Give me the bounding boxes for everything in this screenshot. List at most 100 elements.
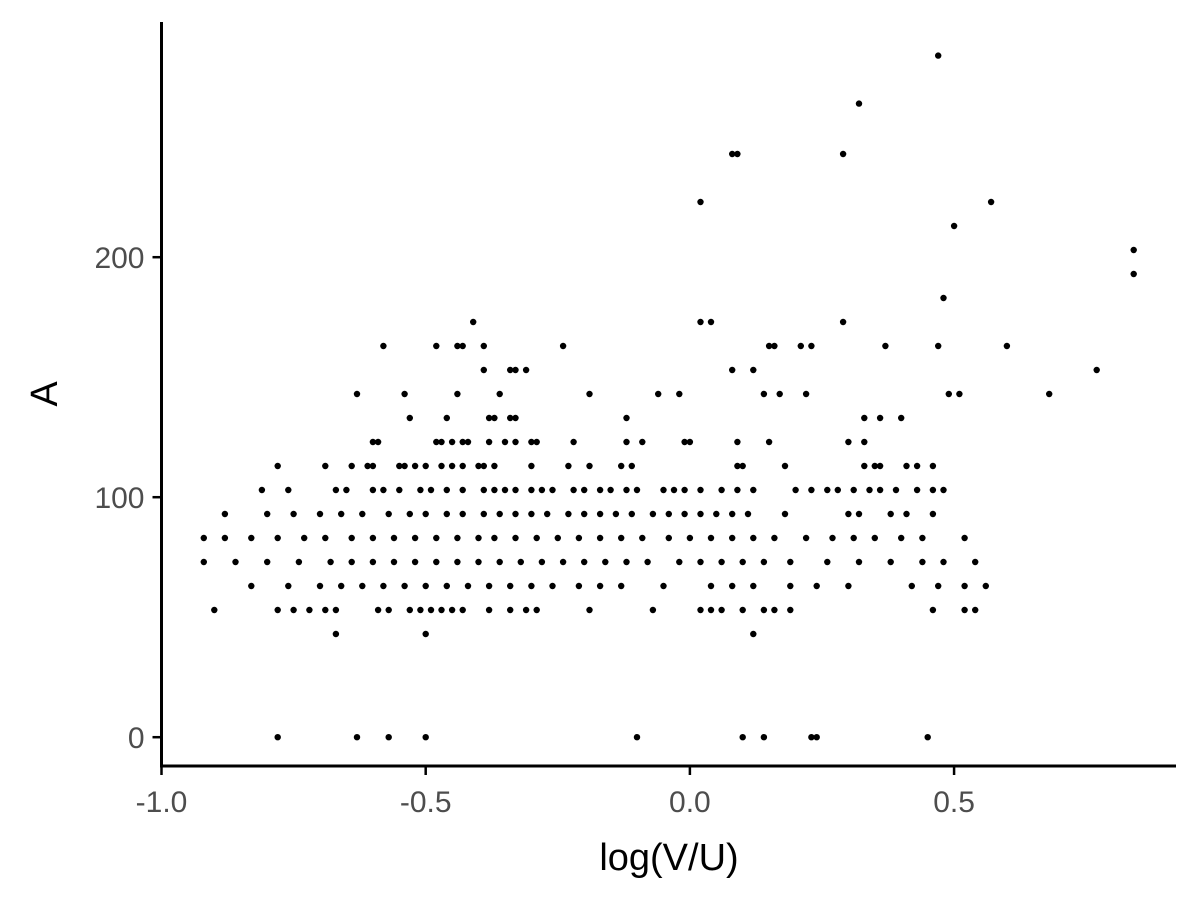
data-point [697,510,704,518]
data-point [380,582,387,590]
data-point [596,534,604,542]
data-point [406,606,413,614]
data-point [586,462,593,470]
data-point [427,606,435,614]
data-point [581,510,588,518]
data-point [824,486,831,494]
data-point [940,486,947,494]
data-point [972,558,979,566]
data-point [443,414,450,422]
data-point [369,558,377,566]
data-point [750,630,757,638]
data-point [533,438,540,446]
data-point [364,462,371,470]
x-tick-label: 0.0 [669,786,711,819]
y-tick-label: 200 [94,242,144,275]
data-point [649,606,657,614]
data-point [359,510,366,518]
data-point [544,510,551,518]
data-point [396,462,403,470]
data-point [829,534,836,542]
data-point [295,558,303,566]
data-point [491,414,498,422]
data-point [512,366,519,374]
data-point [507,606,514,614]
data-point [760,390,768,398]
data-point [338,582,345,590]
data-point [929,510,937,518]
data-point [1130,246,1137,254]
data-point [570,486,577,494]
data-point [512,486,519,494]
data-point [929,462,937,470]
data-point [718,558,725,566]
data-point [575,534,583,542]
data-point [496,390,503,398]
data-point [512,414,519,422]
data-point [401,462,408,470]
data-point [501,438,509,446]
data-point [512,438,519,446]
data-point [940,558,947,566]
data-point [729,366,736,374]
data-point [861,462,868,470]
data-point [385,734,392,741]
data-point [406,510,413,518]
data-point [750,486,757,494]
data-point [618,534,625,542]
data-point [855,558,863,566]
data-point [739,558,746,566]
data-point [211,606,218,614]
data-point [454,342,461,350]
data-point [306,606,313,614]
data-point [221,510,229,518]
data-point [290,606,297,614]
data-point [961,606,968,614]
data-point [422,734,429,741]
data-point [697,198,704,206]
data-point [913,462,921,470]
data-point [433,438,440,446]
data-point [507,582,514,590]
data-point [655,390,662,398]
data-point [348,462,355,470]
data-point [512,510,519,518]
data-point [903,510,910,518]
data-point [385,606,392,614]
data-point [824,558,831,566]
data-point [454,534,461,542]
data-point [776,390,783,398]
data-point [528,462,535,470]
data-point [464,438,472,446]
data-point [623,414,630,422]
data-point [411,462,419,470]
data-point [411,558,419,566]
data-point [575,582,583,590]
data-point [485,582,493,590]
data-point [739,734,746,741]
data-point [517,558,524,566]
data-point [422,630,429,638]
data-point [808,486,815,494]
data-point [802,534,810,542]
data-point [718,486,725,494]
data-point [845,582,852,590]
data-point [496,558,503,566]
data-point [781,462,789,470]
data-point [665,534,672,542]
data-point [581,486,588,494]
data-point [750,366,757,374]
data-point [596,582,604,590]
data-point [1130,270,1137,278]
data-point [935,582,942,590]
data-point [771,606,778,614]
data-point [459,462,466,470]
data-point [734,462,741,470]
data-point [586,390,593,398]
data-point [871,462,878,470]
data-point [448,438,456,446]
data-point [528,510,535,518]
data-point [628,510,635,518]
data-point [633,486,641,494]
x-axis-title: log(V/U) [599,837,738,879]
